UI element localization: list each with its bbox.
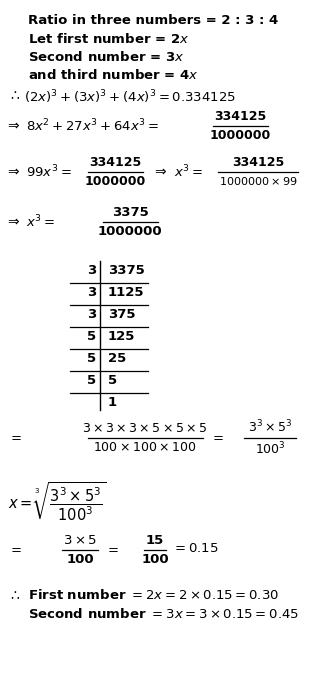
Text: 3375: 3375: [111, 206, 149, 219]
Text: First number $= 2x = 2 \times 0.15 = 0.30$: First number $= 2x = 2 \times 0.15 = 0.3…: [28, 588, 279, 602]
Text: $3\times3\times3\times5\times5\times5$: $3\times3\times3\times5\times5\times5$: [82, 422, 208, 435]
Text: $8x^2 + 27x^3 + 64x^3 =$: $8x^2 + 27x^3 + 64x^3 =$: [26, 118, 159, 135]
Text: Second number = 3$\it{x}$: Second number = 3$\it{x}$: [28, 50, 184, 64]
Text: $3\times5$: $3\times5$: [63, 534, 97, 547]
Text: 15: 15: [146, 534, 164, 547]
Text: 1000000: 1000000: [209, 129, 271, 142]
Text: $100\times100\times100$: $100\times100\times100$: [93, 441, 197, 454]
Text: 3: 3: [87, 286, 96, 299]
Text: $\Rightarrow$: $\Rightarrow$: [152, 164, 168, 178]
Text: 3: 3: [87, 264, 96, 277]
Text: $\therefore$: $\therefore$: [8, 588, 21, 602]
Text: 125: 125: [108, 330, 136, 343]
Text: 375: 375: [108, 308, 136, 321]
Text: 5: 5: [108, 374, 117, 387]
Text: $x^3 =$: $x^3 =$: [26, 214, 55, 231]
Text: $3^3\times5^3$: $3^3\times5^3$: [248, 419, 292, 435]
Text: 1: 1: [108, 396, 117, 409]
Text: 334125: 334125: [214, 110, 266, 123]
Text: 334125: 334125: [89, 156, 141, 169]
Text: 5: 5: [87, 352, 96, 365]
Text: 334125: 334125: [232, 156, 284, 169]
Text: Let first number = 2$\it{x}$: Let first number = 2$\it{x}$: [28, 32, 189, 46]
Text: 1125: 1125: [108, 286, 145, 299]
Text: $=$: $=$: [210, 430, 224, 443]
Text: $100^3$: $100^3$: [254, 441, 285, 458]
Text: $x^3 =$: $x^3 =$: [174, 164, 203, 180]
Text: and third number = 4$\it{x}$: and third number = 4$\it{x}$: [28, 68, 199, 82]
Text: $99x^3 =$: $99x^3 =$: [26, 164, 72, 180]
Text: $\therefore$: $\therefore$: [8, 88, 21, 102]
Text: 3375: 3375: [108, 264, 145, 277]
Text: 3: 3: [87, 308, 96, 321]
Text: $1000000\times99$: $1000000\times99$: [219, 175, 297, 187]
Text: $\Rightarrow$: $\Rightarrow$: [5, 118, 21, 132]
Text: $(2x)^3 + (3x)^3 + (4x)^3 = 0.334125$: $(2x)^3 + (3x)^3 + (4x)^3 = 0.334125$: [24, 88, 236, 106]
Text: 1000000: 1000000: [84, 175, 146, 188]
Text: 25: 25: [108, 352, 126, 365]
Text: Second number $= 3x = 3 \times 0.15 = 0.45$: Second number $= 3x = 3 \times 0.15 = 0.…: [28, 607, 299, 621]
Text: $\Rightarrow$: $\Rightarrow$: [5, 164, 21, 178]
Text: 100: 100: [66, 553, 94, 566]
Text: Ratio in three numbers = 2 : 3 : 4: Ratio in three numbers = 2 : 3 : 4: [28, 14, 278, 27]
Text: 5: 5: [87, 330, 96, 343]
Text: $\Rightarrow$: $\Rightarrow$: [5, 214, 21, 228]
Text: $= 0.15$: $= 0.15$: [172, 542, 219, 555]
Text: $=$: $=$: [8, 430, 22, 443]
Text: $x = \sqrt[3]{\dfrac{3^3 \times 5^3}{100^3}}$: $x = \sqrt[3]{\dfrac{3^3 \times 5^3}{100…: [8, 480, 106, 523]
Text: $=$: $=$: [105, 542, 119, 555]
Text: $=$: $=$: [8, 542, 22, 555]
Text: 100: 100: [141, 553, 169, 566]
Text: 1000000: 1000000: [98, 225, 162, 238]
Text: 5: 5: [87, 374, 96, 387]
